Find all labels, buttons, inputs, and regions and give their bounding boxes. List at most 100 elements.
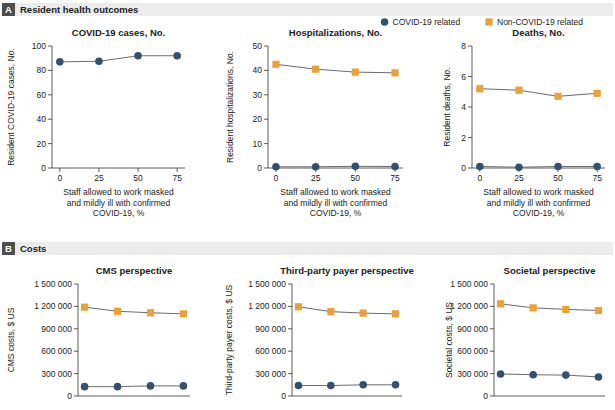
data-point — [476, 85, 483, 92]
panel: COVID-19 cases, No.0204060801000255075Re… — [6, 27, 185, 218]
y-tick-label: 1 500 000 — [34, 279, 72, 289]
data-point — [595, 373, 603, 381]
y-tick — [48, 119, 52, 120]
data-point — [327, 308, 334, 315]
y-tick — [264, 168, 268, 169]
y-tick — [288, 306, 292, 307]
data-point — [515, 163, 523, 171]
y-tick — [468, 107, 472, 108]
x-axis-title: Staff allowed to work maskedand mildly i… — [63, 187, 174, 218]
y-axis-title: Third-party payer costs, $ US — [224, 284, 234, 395]
panel: Societal perspective0300 000600 000900 0… — [444, 265, 605, 401]
data-point — [359, 381, 367, 389]
y-tick-label: 0 — [67, 391, 72, 401]
y-tick-label: 1 200 000 — [450, 301, 488, 311]
data-point — [81, 304, 88, 311]
x-axis-line — [52, 168, 185, 169]
chart-title: Societal perspective — [504, 265, 596, 276]
y-tick — [48, 94, 52, 95]
series-line — [276, 166, 395, 167]
panel: CMS perspective0300 000600 000900 0001 2… — [6, 265, 190, 401]
data-point — [391, 163, 399, 171]
section-band — [2, 3, 613, 16]
x-tick-label: 0 — [274, 173, 279, 183]
data-point — [562, 371, 570, 379]
chart-title: COVID-19 cases, No. — [72, 27, 165, 38]
section-band — [2, 242, 613, 255]
y-tick — [468, 137, 472, 138]
panel: Third-party payer perspective0300 000600… — [224, 265, 414, 401]
data-point — [476, 163, 484, 171]
section-header: AResident health outcomes — [2, 3, 613, 16]
y-tick — [490, 328, 494, 329]
data-point — [554, 93, 561, 100]
plot-area — [56, 52, 181, 66]
data-point — [56, 58, 64, 66]
y-tick — [264, 119, 268, 120]
data-point — [272, 61, 279, 68]
legend-label: COVID-19 related — [393, 17, 461, 27]
data-point — [312, 66, 319, 73]
x-tick — [138, 168, 139, 172]
y-tick — [490, 306, 494, 307]
data-point — [180, 382, 188, 390]
data-point — [272, 163, 280, 171]
data-point — [295, 382, 303, 390]
y-axis-title: Resident hospitalizations, No. — [225, 51, 235, 163]
y-tick — [288, 328, 292, 329]
y-tick-label: 0 — [257, 163, 262, 173]
x-tick-label: 75 — [172, 173, 182, 183]
x-axis-title: Staff allowed to work maskedand mildly i… — [280, 187, 391, 218]
data-point — [327, 382, 335, 390]
x-axis-line — [268, 168, 403, 169]
series-line — [298, 384, 395, 386]
y-tick-label: 0 — [41, 163, 46, 173]
y-tick-label: 900 000 — [41, 324, 72, 334]
y-tick — [490, 284, 494, 285]
data-point — [114, 308, 121, 315]
y-tick — [48, 143, 52, 144]
data-point — [295, 303, 302, 310]
y-tick-label: 0 — [281, 391, 286, 401]
plot-area — [295, 303, 400, 389]
x-tick — [177, 168, 178, 172]
series-line — [480, 89, 597, 97]
y-tick — [468, 76, 472, 77]
y-tick-label: 60 — [37, 90, 47, 100]
y-axis-title: Societal costs, $ US — [444, 302, 454, 378]
data-point — [391, 69, 398, 76]
legend-marker — [381, 18, 389, 26]
y-tick-label: 300 000 — [255, 369, 286, 379]
chart-title: CMS perspective — [96, 265, 173, 276]
x-tick-label: 75 — [390, 173, 400, 183]
y-tick-label: 1 200 000 — [248, 301, 286, 311]
x-tick-label: 50 — [351, 173, 361, 183]
data-point — [530, 304, 537, 311]
x-tick-label: 25 — [94, 173, 104, 183]
y-tick — [288, 351, 292, 352]
y-tick — [48, 168, 52, 169]
data-point — [312, 163, 320, 171]
y-tick-label: 4 — [461, 102, 466, 112]
y-tick-label: 1 200 000 — [34, 301, 72, 311]
section-header: BCosts — [2, 242, 613, 255]
data-point — [594, 90, 601, 97]
data-point — [392, 310, 399, 317]
y-tick-label: 300 000 — [41, 369, 72, 379]
y-tick — [288, 284, 292, 285]
data-point — [562, 306, 569, 313]
y-axis-title: Resident COVID-19 cases, No. — [6, 48, 16, 166]
y-tick-label: 300 000 — [457, 369, 488, 379]
y-tick-label: 1 500 000 — [450, 279, 488, 289]
y-tick — [48, 70, 52, 71]
series-line — [60, 56, 177, 62]
y-tick — [264, 94, 268, 95]
y-tick-label: 50 — [253, 41, 263, 51]
data-point — [595, 307, 602, 314]
plot-area — [476, 85, 601, 171]
data-point — [352, 162, 360, 170]
data-point — [173, 52, 181, 60]
y-tick — [490, 351, 494, 352]
series-line — [298, 307, 395, 314]
legend: COVID-19 relatedNon-COVID-19 related — [381, 17, 583, 27]
